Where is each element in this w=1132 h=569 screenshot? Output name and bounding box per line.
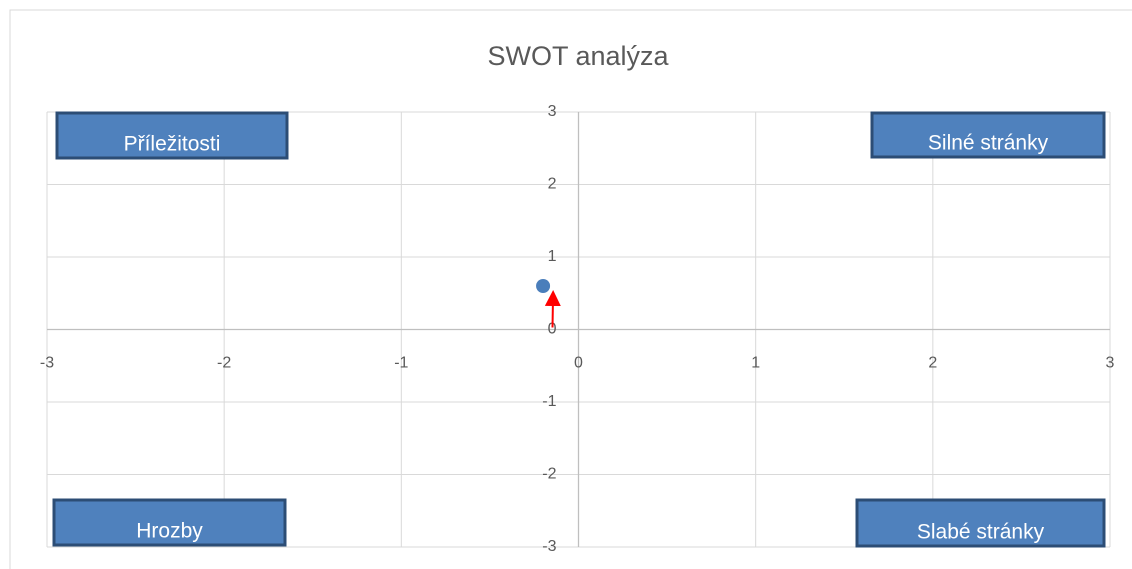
x-tick-label: 0 [574,355,583,372]
annotation-box [855,498,1106,548]
x-tick-label: -3 [40,355,54,372]
x-tick-label: 2 [928,355,937,372]
chart-frame [9,9,1132,569]
x-tick-label: -1 [394,355,408,372]
y-tick-label: 0 [548,321,557,338]
annotation-box [55,111,289,160]
y-tick-label: -2 [542,466,556,483]
chart-title: SWOT analýza [487,41,669,71]
y-tick-label: -1 [542,393,556,410]
annotation-box [870,111,1106,159]
annotation-box [52,498,287,547]
point [536,279,551,293]
x-tick-label: 3 [1106,355,1115,372]
arrow [544,290,561,328]
annotation-label: Silné stránky [928,132,1049,155]
annotation-label: Hrozby [136,520,203,543]
y-tick-label: 2 [548,176,557,193]
annotation-label: Slabé stránky [917,521,1045,544]
annotation-label: Příležitosti [124,133,221,156]
y-tick-label: 3 [548,103,557,120]
y-tick-label: -3 [542,538,556,555]
x-tick-label: -2 [217,355,231,372]
y-tick-label: 1 [548,248,557,265]
x-tick-label: 1 [751,355,760,372]
